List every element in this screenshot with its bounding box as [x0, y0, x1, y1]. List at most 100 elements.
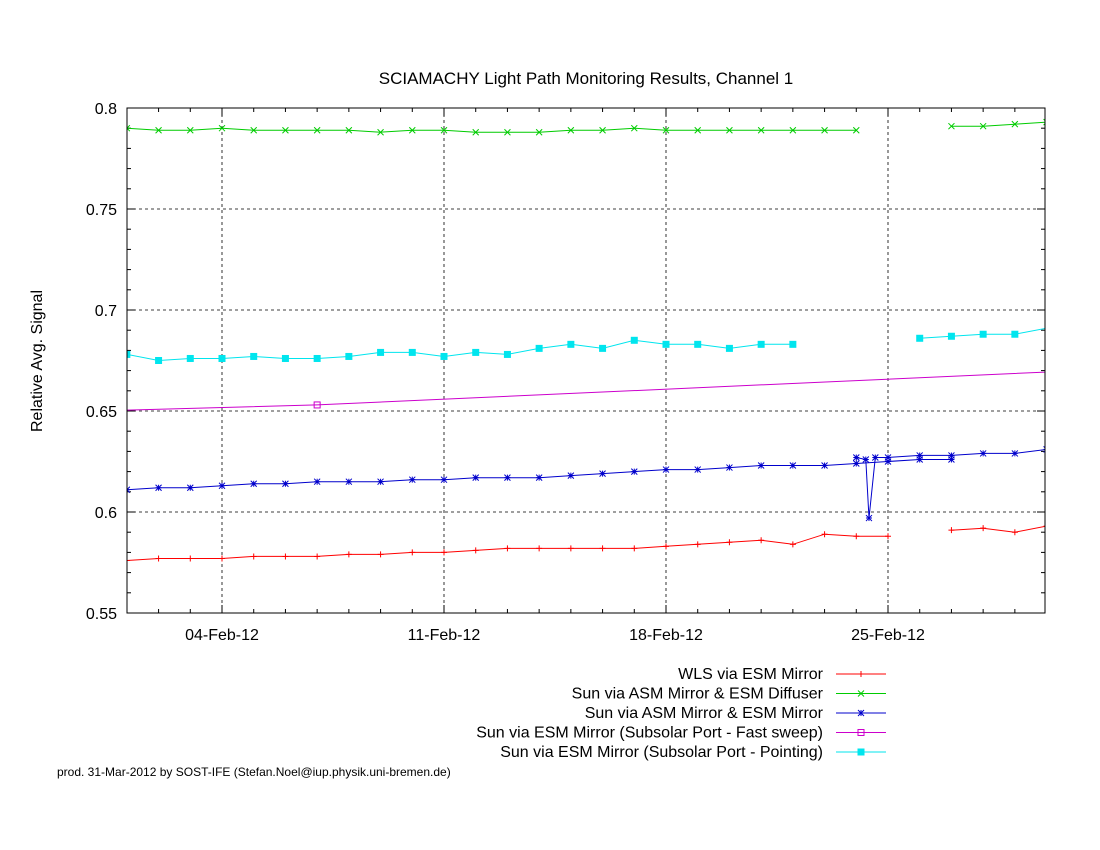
data-point	[186, 126, 194, 134]
data-point	[631, 545, 638, 552]
data-point	[313, 478, 321, 486]
data-point	[789, 340, 797, 348]
data-point	[567, 340, 575, 348]
data-point	[789, 126, 797, 134]
data-point	[250, 553, 257, 560]
data-point	[186, 354, 194, 362]
data-point	[599, 126, 606, 134]
legend-swatch-marker	[857, 748, 865, 756]
data-point	[155, 484, 162, 492]
data-point	[345, 478, 353, 486]
data-point	[948, 456, 955, 463]
series-2	[92, 444, 1081, 522]
data-point	[852, 454, 860, 461]
data-point	[345, 551, 352, 558]
data-point	[92, 487, 98, 493]
data-point	[1075, 119, 1081, 125]
data-point	[250, 480, 258, 488]
series-line	[127, 533, 888, 561]
data-point	[916, 452, 924, 459]
data-point	[1043, 446, 1045, 453]
data-point	[377, 478, 384, 486]
data-point	[377, 551, 384, 558]
data-point	[916, 334, 924, 342]
data-point	[726, 539, 733, 546]
data-point	[250, 126, 258, 134]
data-point	[948, 527, 955, 534]
data-point	[1011, 120, 1019, 128]
data-point	[865, 514, 873, 522]
series-line	[127, 459, 952, 491]
data-point	[758, 537, 765, 544]
data-point	[503, 350, 511, 358]
ticks: 0.55 0.6 0.65 0.7 0.75 0.8 04-Feb-12 11-Feb-12 1…	[86, 101, 1045, 644]
data-point	[313, 126, 321, 134]
data-point	[504, 474, 511, 482]
series-0	[127, 525, 1045, 564]
data-point	[441, 549, 447, 556]
series-4	[92, 319, 1081, 364]
data-point	[789, 462, 797, 469]
data-point	[313, 401, 321, 409]
data-point	[472, 128, 480, 136]
data-point	[187, 555, 194, 562]
data-point	[694, 126, 702, 134]
data-point	[92, 353, 98, 359]
data-point	[630, 336, 638, 344]
data-point	[821, 126, 828, 134]
series-1	[92, 118, 1081, 136]
legend-swatch-marker	[857, 709, 865, 717]
data-point	[535, 344, 543, 352]
data-point	[821, 462, 828, 469]
data-point	[821, 531, 828, 538]
x-tick-label: 04-Feb-12	[185, 627, 259, 644]
data-point	[92, 125, 98, 131]
data-point	[789, 541, 796, 548]
y-axis-label: Relative Avg. Signal	[29, 290, 46, 432]
y-tick-label: 0.8	[95, 101, 117, 118]
data-point	[757, 462, 765, 469]
data-point	[1075, 444, 1081, 450]
data-point	[1075, 319, 1081, 325]
data-point	[282, 480, 289, 488]
data-point	[155, 555, 162, 562]
data-point	[472, 348, 480, 356]
legend-swatch-marker	[858, 671, 864, 677]
data-point	[504, 545, 511, 552]
y-tick-label: 0.75	[86, 202, 117, 219]
series-layer	[92, 118, 1081, 564]
data-point	[1011, 450, 1019, 457]
series-line	[951, 525, 1045, 533]
data-point	[218, 354, 226, 362]
series-3	[127, 371, 1045, 411]
x-tick-label: 25-Feb-12	[851, 627, 925, 644]
data-point	[726, 464, 733, 471]
y-tick-label: 0.65	[86, 404, 117, 421]
data-point	[567, 545, 574, 552]
data-point	[535, 474, 543, 482]
legend-label: Sun via ESM Mirror (Subsolar Port - Fast…	[476, 725, 823, 742]
legend-label: Sun via ASM Mirror & ESM Diffuser	[572, 686, 824, 703]
data-point	[852, 460, 860, 467]
data-point	[757, 126, 765, 134]
y-tick-label: 0.6	[95, 505, 117, 522]
data-point	[862, 456, 870, 463]
data-point	[599, 470, 606, 477]
data-point	[567, 472, 575, 479]
legend-swatch-marker	[857, 729, 865, 736]
data-point	[853, 533, 860, 540]
data-point	[662, 340, 670, 348]
data-point	[472, 474, 480, 482]
data-point	[663, 543, 669, 550]
legend: WLS via ESM Mirror Sun via ASM Mirror & E…	[476, 666, 886, 761]
data-point	[250, 352, 258, 360]
data-point	[979, 330, 987, 338]
y-tick-label: 0.7	[95, 303, 117, 320]
data-point	[218, 124, 226, 132]
data-point	[313, 354, 321, 362]
data-point	[567, 126, 575, 134]
data-point	[884, 454, 892, 461]
data-point	[694, 541, 701, 548]
data-point	[948, 122, 955, 130]
legend-label: Sun via ESM Mirror (Subsolar Port - Poin…	[500, 744, 823, 761]
